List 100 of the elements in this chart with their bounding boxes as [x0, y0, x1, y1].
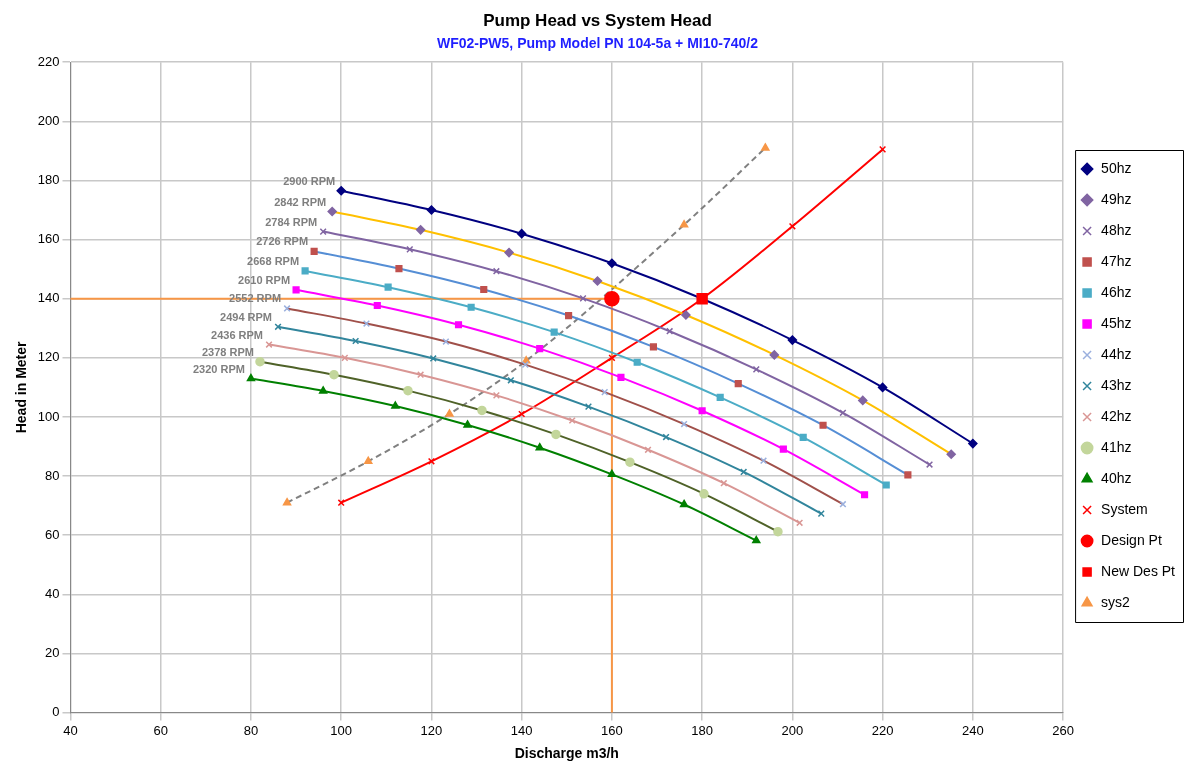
point — [463, 420, 472, 428]
point — [364, 456, 373, 465]
point — [255, 356, 265, 367]
legend-label: 46hz — [1101, 283, 1132, 300]
point — [352, 337, 360, 345]
x-tick-label: 220 — [871, 722, 894, 738]
point — [680, 420, 688, 428]
point — [819, 421, 827, 429]
x-tick-label: 240 — [962, 722, 984, 738]
point — [752, 535, 761, 544]
legend-label: 41hz — [1101, 438, 1132, 455]
point — [246, 373, 256, 382]
point — [607, 258, 617, 268]
point — [946, 449, 956, 459]
point — [877, 382, 888, 393]
legend-label: 47hz — [1101, 252, 1132, 269]
x-tick-label: 200 — [781, 722, 804, 738]
x-tick-label: 40 — [63, 722, 78, 738]
legend-label: Design Pt — [1101, 531, 1162, 548]
x-tick-label: 260 — [1052, 722, 1074, 738]
point — [467, 303, 475, 311]
point — [925, 460, 934, 469]
point — [734, 379, 742, 388]
point — [787, 335, 798, 345]
y-tick-label: 160 — [37, 231, 60, 247]
point — [492, 391, 500, 399]
point — [504, 247, 514, 258]
point — [617, 373, 625, 381]
x-axis-title: Discharge m3/h — [514, 745, 619, 762]
legend-label: 45hz — [1101, 314, 1132, 331]
y-tick-label: 220 — [37, 53, 60, 69]
point — [282, 497, 292, 506]
point — [318, 386, 328, 394]
point — [516, 228, 527, 239]
y-tick-label: 80 — [45, 467, 60, 483]
point — [565, 311, 573, 320]
point — [662, 433, 670, 441]
point — [860, 491, 869, 499]
point — [858, 395, 868, 406]
annotation: 2784 RPM — [265, 215, 318, 228]
y-tick-label: 200 — [37, 112, 60, 128]
legend-label: 49hz — [1101, 190, 1132, 207]
x-tick-label: 160 — [601, 722, 623, 738]
point — [292, 286, 300, 294]
point — [625, 457, 635, 467]
y-tick-label: 20 — [45, 645, 60, 661]
chart-subtitle: WF02-PW5, Pump Model PN 104-5a + MI10-740/2 — [437, 34, 759, 51]
y-tick-label: 180 — [37, 172, 60, 188]
point — [403, 385, 413, 396]
point — [769, 350, 780, 360]
point — [341, 354, 349, 362]
point — [283, 304, 291, 313]
y-tick-label: 120 — [37, 349, 60, 365]
chart-title: Pump Head vs System Head — [483, 10, 712, 30]
x-tick-label: 80 — [243, 722, 259, 738]
point — [579, 294, 587, 302]
annotation: 2668 RPM — [247, 254, 300, 267]
point — [681, 310, 691, 320]
x-tick-label: 120 — [420, 722, 443, 738]
point — [679, 220, 689, 228]
point — [592, 276, 603, 286]
point — [415, 225, 426, 235]
point — [550, 328, 558, 336]
point — [336, 186, 346, 196]
point — [551, 429, 561, 440]
annotation: 2378 RPM — [202, 345, 254, 358]
legend-label: sys2 — [1101, 593, 1131, 610]
annotation: 2436 RPM — [211, 328, 264, 341]
point — [536, 345, 544, 353]
point — [761, 143, 770, 151]
point — [384, 283, 392, 291]
x-tick-label: 180 — [691, 722, 713, 738]
point — [329, 369, 339, 380]
legend-label: 50hz — [1101, 159, 1132, 176]
annotation: 2726 RPM — [256, 235, 309, 248]
legend-label: New Des Pt — [1101, 562, 1176, 579]
point — [480, 285, 488, 294]
point — [362, 319, 371, 328]
point — [327, 206, 337, 217]
point — [395, 264, 403, 273]
point — [879, 145, 887, 153]
annotation: 2610 RPM — [238, 273, 291, 286]
x-tick-label: 140 — [510, 722, 533, 738]
point — [882, 481, 890, 489]
point — [454, 321, 463, 329]
legend-label: 48hz — [1101, 221, 1132, 238]
legend-label: 44hz — [1101, 345, 1132, 362]
point — [968, 438, 978, 449]
point — [604, 290, 620, 307]
point — [301, 267, 309, 275]
point — [584, 403, 593, 411]
legend-label: 40hz — [1101, 469, 1132, 486]
point — [633, 358, 641, 366]
point — [391, 401, 400, 409]
legend-label: 43hz — [1101, 376, 1132, 393]
annotation: 2900 RPM — [283, 174, 336, 187]
annotation: 2842 RPM — [274, 195, 327, 208]
x-tick-label: 60 — [153, 722, 168, 738]
point — [426, 205, 437, 215]
point — [720, 479, 728, 487]
